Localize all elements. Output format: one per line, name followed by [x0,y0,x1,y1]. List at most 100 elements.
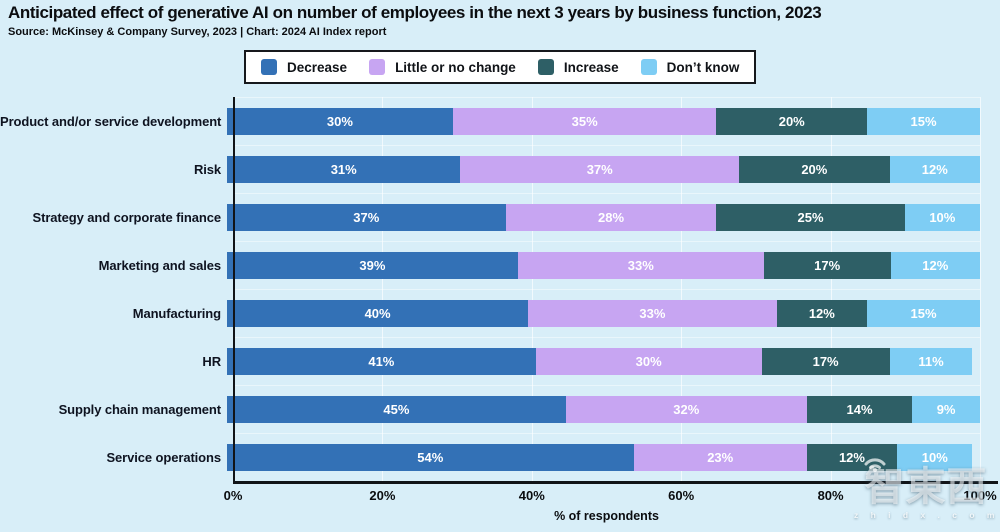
segment-value: 25% [797,209,824,225]
bar-segment-decrease: 31% [227,155,461,183]
bar-segment-little-or-no-change: 30% [535,347,762,375]
gridlines [233,97,981,481]
gridline-horizontal [233,433,980,434]
segment-value: 39% [359,257,386,273]
bar-segment-little-or-no-change: 35% [452,107,717,135]
bar-track: 31% 37% 20% 12% [227,155,980,183]
bar-segment-don-t-know: 10% [897,443,973,471]
bar-track: 30% 35% 20% 15% [227,107,980,135]
row-label: Marketing and sales [98,257,221,273]
bar-segment-increase: 12% [806,443,898,471]
gridline-vertical [830,97,832,481]
segment-value: 30% [635,353,662,369]
legend-swatch [537,59,554,75]
bar-segment-don-t-know: 11% [889,347,973,375]
watermark-text: 智東西 [864,464,988,510]
x-axis-title: % of respondents [554,509,659,523]
bar-segment-increase: 17% [761,347,890,375]
watermark: 智東西 z h i d x . c o m [854,458,1000,520]
bar-track: 54% 23% 12% 10% [227,443,980,471]
segment-value: 54% [417,449,444,465]
legend-swatch [369,59,386,75]
legend-label: Increase [563,59,619,75]
legend: Decrease Little or no change Increase Don’t… [244,50,757,84]
bar-segment-decrease: 54% [227,443,634,471]
wifi-icon [864,458,886,472]
legend-item-don-t-know: Don’t know [640,59,739,75]
bar-segment-increase: 20% [739,155,890,183]
segment-value: 15% [910,305,937,321]
bar-segment-increase: 17% [763,251,891,279]
segment-value: 10% [921,449,948,465]
x-tick: 60% [668,488,695,503]
gridline-horizontal [233,289,980,290]
legend-label: Little or no change [395,59,516,75]
bar-segment-little-or-no-change: 28% [505,203,717,231]
segment-value: 10% [929,209,956,225]
legend-swatch [261,59,277,75]
chart-row: Strategy and corporate finance 37% 28% 25% 1… [0,193,980,241]
legend-item-decrease: Decrease [261,59,347,75]
bar-segment-don-t-know: 10% [904,203,980,231]
bar-segment-don-t-know: 15% [867,107,980,135]
x-tick: 100% [963,488,997,503]
bar-segment-little-or-no-change: 23% [633,443,807,471]
row-label: Product and/or service development [0,113,222,129]
bar-segment-decrease: 37% [227,203,506,231]
bar-track: 39% 33% 17% 12% [227,251,980,279]
bar-segment-little-or-no-change: 33% [517,251,764,279]
x-tick: 40% [518,488,545,503]
plot-area: Product and/or service development 30% 35%… [0,97,1000,532]
legend-label: Decrease [287,59,348,75]
chart-source: Source: McKinsey & Company Survey, 2023 … [8,26,387,38]
gridline-horizontal [233,97,980,98]
bar-segment-little-or-no-change: 33% [528,299,777,327]
bar-track: 40% 33% 12% 15% [227,299,980,327]
x-axis-line [233,481,998,484]
bar-segment-increase: 14% [806,395,913,423]
chart-row: HR 41% 30% 17% 11% [0,337,980,385]
x-tick: 0% [223,488,243,503]
segment-value: 17% [812,353,839,369]
segment-value: 37% [586,161,613,177]
chart-row: Product and/or service development 30% 35%… [0,97,980,145]
legend-item-increase: Increase [537,59,619,75]
gridline-vertical [980,97,981,481]
segment-value: 12% [922,257,949,273]
gridline-vertical [681,97,683,481]
chart-title: Anticipated effect of generative AI on n… [8,3,822,22]
bar-segment-decrease: 41% [227,347,536,375]
bar-segment-don-t-know: 12% [890,251,980,279]
bar-segment-decrease: 39% [227,251,518,279]
bar-segment-don-t-know: 9% [912,395,980,423]
bar-segment-decrease: 45% [227,395,566,423]
segment-value: 37% [353,209,380,225]
segment-value: 35% [571,113,598,129]
row-label: Service operations [106,449,221,465]
gridline-horizontal [233,145,980,146]
chart-row: Service operations 54% 23% 12% 10% [0,433,980,481]
bar-segment-don-t-know: 15% [867,299,980,327]
row-label: Risk [193,161,221,177]
chart-row: Supply chain management 45% 32% 14% 9% [0,385,980,433]
gridline-vertical [382,97,384,481]
watermark-subtext: z h i d x . c o m [854,510,1000,520]
row-label: HR [202,353,221,369]
segment-value: 45% [383,401,410,417]
bar-segment-don-t-know: 12% [889,155,980,183]
row-label: Strategy and corporate finance [32,209,222,225]
legend-item-little-or-no-change: Little or no change [369,59,516,75]
gridline-horizontal [233,193,980,194]
row-label: Supply chain management [58,401,222,417]
y-axis-line [233,97,235,483]
gridline-horizontal [233,385,980,386]
segment-value: 20% [778,113,805,129]
x-tick: 80% [817,488,844,503]
x-tick: 20% [369,488,396,503]
bar-track: 45% 32% 14% 9% [227,395,980,423]
segment-value: 12% [921,161,948,177]
chart-row: Marketing and sales 39% 33% 17% 12% [0,241,980,289]
segment-value: 11% [918,353,944,369]
segment-value: 40% [364,305,391,321]
